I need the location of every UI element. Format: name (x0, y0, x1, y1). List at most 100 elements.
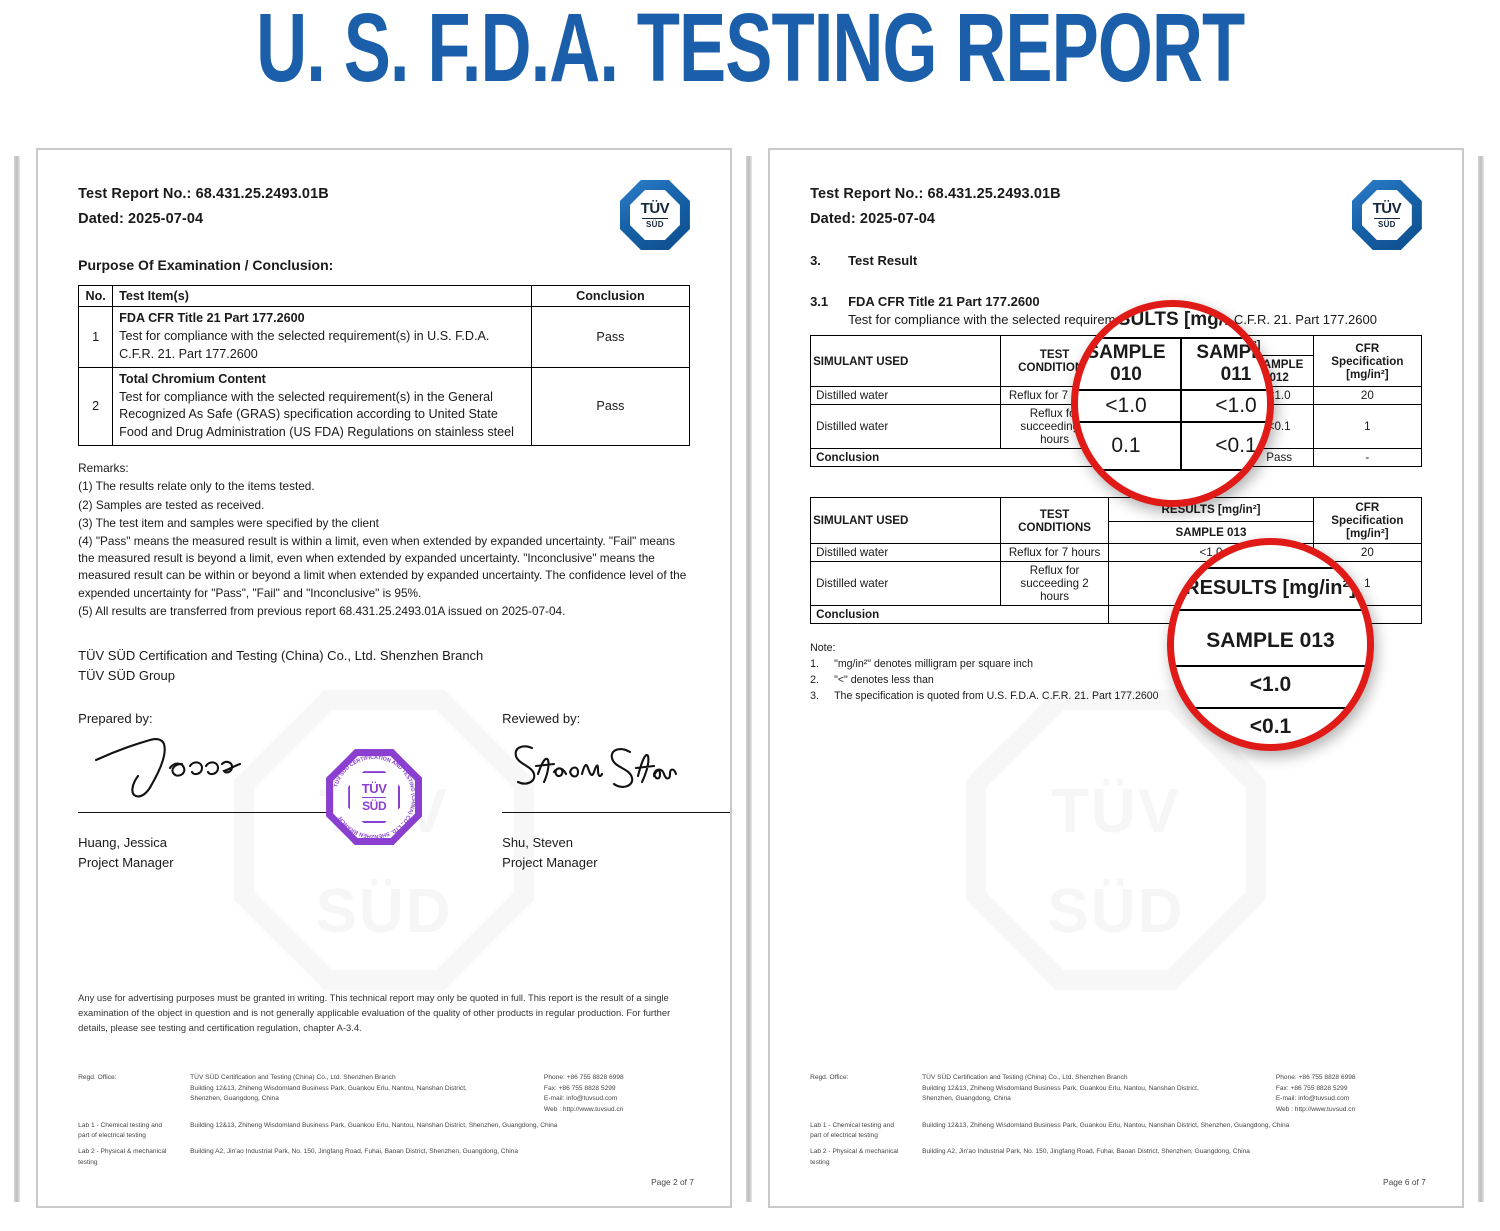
report-number: Test Report No.: 68.431.25.2493.01B (78, 186, 329, 202)
footer-address-line3: Shenzhen, Guangdong, China (190, 1095, 279, 1103)
magnifier1-value-011-r1: <1.0 (1180, 389, 1267, 423)
prepared-by-name: Huang, Jessica (78, 835, 168, 851)
magnifier1-header-row: SAMPLE 010 SAMPLE 011 (1078, 337, 1267, 391)
tuv-sud-stamp-icon: TÜV SÜD TÜV SÜD CERTIFICATION AND TESTIN… (326, 749, 423, 846)
page-title: U. S. F.D.A. TESTING REPORT (255, 0, 1245, 103)
disclaimer-text: Any use for advertising purposes must be… (78, 992, 671, 1034)
logo-tuv-text: TÜV (640, 200, 670, 218)
logo-tuv-text: TÜV (1372, 200, 1402, 218)
section-3-title: Test Result (848, 253, 918, 268)
footer-regd-label: Regd. Office: (78, 1074, 117, 1082)
footer-phone: Phone: +86 755 8828 6998 (543, 1074, 624, 1082)
magnifier1-value-010-r1: <1.0 (1078, 389, 1181, 423)
cell-simulant: Distilled water (810, 543, 1002, 562)
report-number: Test Report No.: 68.431.25.2493.01B (810, 186, 1061, 202)
magnifier1-table: SAMPLE 010 SAMPLE 011 <1.0 <1.0 0.1 <0.1 (1078, 337, 1267, 471)
footer-web: Web : http://www.tuvsud.cn (1275, 1106, 1356, 1114)
magnifier1-value-010-r2: 0.1 (1078, 421, 1181, 471)
footer-address-line2: Building 12&13, Zhiheng Wisdomland Busin… (190, 1084, 467, 1092)
logo-sud-text: SÜD (646, 219, 664, 229)
prepared-by-column: Prepared by: Huang, Jessica Project Mana… (78, 711, 329, 872)
document-page-left: TÜV SÜD Test Report No.: 68.431.25.2493.… (36, 148, 732, 1208)
note-label: Note: (810, 642, 836, 654)
page-footer-right: Regd. Office: TÜV SÜD Certification and … (810, 1073, 1426, 1190)
magnifier2-value-r2: <0.1 (1249, 715, 1292, 738)
cell-simulant: Distilled water (810, 386, 1002, 405)
remarks-label: Remarks: (78, 461, 129, 476)
svg-text:TÜV SÜD CERTIFICATION AND TEST: TÜV SÜD CERTIFICATION AND TESTING (CHINA… (333, 755, 416, 839)
note-item: 1. "mg/in²" denotes milligram per square … (810, 656, 1422, 672)
col-conclusion: Conclusion (530, 285, 690, 307)
company-group: TÜV SÜD Group (78, 667, 175, 683)
footer-email: E-mail: info@tuvsud.com (543, 1095, 618, 1103)
page-footer-left: Regd. Office: TÜV SÜD Certification and … (78, 1073, 694, 1190)
remark-item: (5) All results are transferred from pre… (78, 603, 566, 618)
report-date: Dated: 2025-07-04 (78, 211, 204, 227)
note-item: 2. "<" denotes less than (810, 672, 1422, 688)
footer-web: Web : http://www.tuvsud.cn (543, 1106, 624, 1114)
col-no: No. (78, 285, 114, 307)
footer-contact: Phone: +86 755 8828 6998 Fax: +86 755 88… (1276, 1073, 1426, 1116)
note-text: The specification is quoted from U.S. F.… (834, 690, 1159, 703)
row-conclusion: Pass (530, 306, 690, 368)
cell-conclusion-spec: - (1312, 448, 1422, 467)
signature-section: Prepared by: Huang, Jessica Project Mana… (78, 711, 730, 911)
remark-item: (3) The test item and samples were speci… (78, 515, 379, 530)
prepared-by-signature (78, 726, 328, 812)
note-text: "mg/in²" denotes milligram per square in… (834, 658, 1033, 671)
prepared-by-line (78, 812, 329, 814)
footer-contact: Phone: +86 755 8828 6998 Fax: +86 755 88… (544, 1073, 694, 1116)
row-conclusion: Pass (530, 366, 690, 447)
logo-divider (1373, 217, 1400, 220)
footer-lab2-label-line2: testing (810, 1158, 830, 1166)
footer-lab1-label-line1: Lab 1 - Chemical testing and (78, 1121, 163, 1129)
remark-item: (1) The results relate only to the items… (78, 479, 315, 494)
footer-lab1-label-line1: Lab 1 - Chemical testing and (810, 1121, 895, 1129)
reviewed-by-role: Project Manager (502, 854, 598, 870)
footer-email: E-mail: info@tuvsud.com (1275, 1095, 1350, 1103)
col-simulant-used: SIMULANT USED (810, 497, 1002, 544)
footer-address: TÜV SÜD Certification and Testing (China… (922, 1073, 1276, 1116)
col-cfr-spec: CFR Specification [mg/in²] (1312, 335, 1422, 387)
row-item-text: Test for compliance with the selected re… (119, 328, 490, 361)
col-simulant-used: SIMULANT USED (810, 335, 1002, 387)
section-3: 3. Test Result (810, 253, 1422, 268)
footer-lab1-label: Lab 1 - Chemical testing and part of ele… (810, 1121, 922, 1142)
conclusion-table: No. Test Item(s) Conclusion 1 FDA CFR Ti… (78, 285, 690, 447)
magnifier2-value-r1: <1.0 (1249, 673, 1292, 696)
magnifier-callout-1: RESULTS [mg/in²] SAMPLE 010 SAMPLE 011 <… (1071, 300, 1274, 507)
table-row: 2 Total Chromium Content Test for compli… (78, 366, 690, 447)
magnifier1-sample-010: SAMPLE 010 (1078, 337, 1181, 391)
tuv-sud-logo-icon: TÜV SÜD (1351, 180, 1422, 250)
remarks-block: Remarks: (1) The results relate only to … (78, 460, 690, 620)
footer-phone: Phone: +86 755 8828 6998 (1275, 1074, 1356, 1082)
company-name: TÜV SÜD Certification and Testing (China… (78, 648, 484, 664)
magnifier1-sample-011: SAMPLE 011 (1180, 337, 1267, 391)
logo-sud-text: SÜD (1377, 219, 1396, 229)
cell-conclusion-label: Conclusion (810, 605, 1110, 624)
row-item: FDA CFR Title 21 Part 177.2600 Test for … (112, 306, 532, 368)
right-page-header: Test Report No.: 68.431.25.2493.01B Date… (810, 180, 1422, 250)
page-title-bar: U. S. F.D.A. TESTING REPORT (0, 0, 1500, 102)
cell-conclusion-label: Conclusion (810, 448, 1110, 467)
footer-lab2-label: Lab 2 - Physical & mechanical testing (78, 1147, 190, 1168)
footer-regd-label: Regd. Office: (810, 1074, 849, 1082)
cell-spec: 20 (1312, 386, 1422, 405)
footer-address: TÜV SÜD Certification and Testing (China… (190, 1073, 544, 1116)
magnifier1-caption: RESULTS [mg/in²] (1091, 309, 1254, 330)
section-3-number: 3. (810, 253, 821, 268)
note-number: 3. (810, 690, 819, 703)
table-row: Distilled water Reflux for 7 hours <1.0 … (810, 543, 1422, 562)
magnifier1-value-011-r2: <0.1 (1180, 421, 1267, 471)
footer-lab2-label-line1: Lab 2 - Physical & mechanical (810, 1148, 899, 1156)
purpose-section-title: Purpose Of Examination / Conclusion: (78, 257, 334, 273)
footer-fax: Fax: +86 755 8828 5299 (543, 1084, 616, 1092)
row-item-title: Total Chromium Content (119, 371, 266, 386)
row-no: 2 (78, 366, 114, 447)
left-page-header: Test Report No.: 68.431.25.2493.01B Date… (78, 180, 690, 250)
left-margin (0, 148, 37, 1208)
page-number-left: Page 2 of 7 (651, 1177, 694, 1188)
magnifier2-sample-013: SAMPLE 013 (1206, 629, 1335, 652)
page-divider (731, 148, 769, 1208)
table-row: 1 FDA CFR Title 21 Part 177.2600 Test fo… (78, 306, 690, 368)
